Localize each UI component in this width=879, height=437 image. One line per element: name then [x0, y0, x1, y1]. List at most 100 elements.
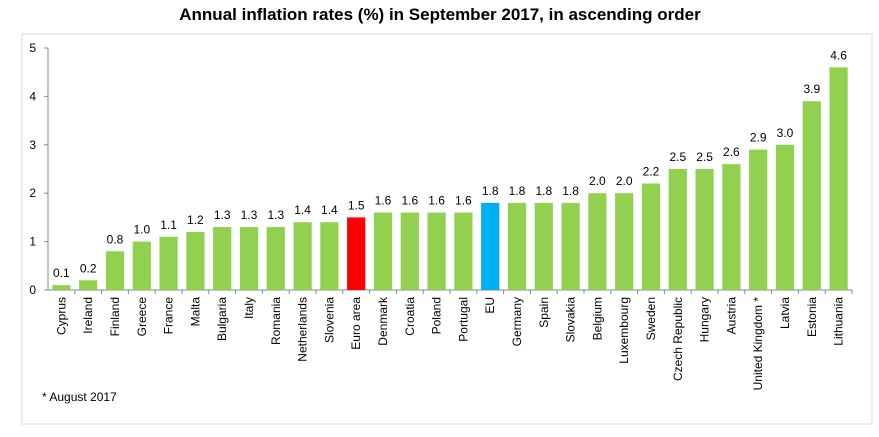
chart-frame	[21, 33, 873, 425]
bar	[52, 285, 71, 290]
value-label: 2.5	[696, 150, 713, 164]
bar	[320, 222, 339, 290]
value-label: 1.8	[509, 184, 526, 198]
x-tick-label: Czech Republic	[671, 297, 685, 381]
bar	[132, 241, 151, 290]
bar	[293, 222, 312, 290]
value-label: 1.8	[562, 184, 579, 198]
bar	[159, 236, 178, 290]
bar	[400, 212, 419, 290]
bar	[695, 169, 714, 290]
x-tick-label: Italy	[242, 297, 256, 319]
bar	[507, 202, 527, 290]
bar	[347, 217, 366, 290]
x-tick-label: Denmark	[376, 296, 390, 346]
value-label: 1.2	[187, 213, 204, 227]
bar	[722, 164, 741, 290]
x-tick-label: Estonia	[805, 297, 819, 337]
bar	[668, 169, 687, 290]
value-label: 1.3	[214, 208, 231, 222]
x-tick-label: Sweden	[644, 297, 658, 340]
x-tick-label: Hungary	[698, 297, 712, 342]
x-tick-label: Belgium	[590, 297, 604, 340]
value-label: 1.1	[160, 218, 177, 232]
x-tick-label: Poland	[430, 297, 444, 334]
y-tick-label: 2	[29, 186, 36, 200]
x-tick-label: Latvia	[778, 297, 792, 329]
bar	[749, 149, 768, 290]
bar	[775, 144, 795, 290]
x-tick-label: Bulgaria	[215, 297, 229, 341]
value-label: 2.2	[643, 165, 660, 179]
x-tick-label: France	[162, 297, 176, 335]
value-label: 1.4	[321, 203, 338, 217]
value-label: 0.1	[53, 266, 70, 280]
bar	[534, 202, 553, 290]
x-tick-label: Luxembourg	[617, 297, 631, 364]
x-tick-label: Ireland	[81, 297, 95, 334]
bar	[213, 227, 232, 290]
value-label: 1.6	[375, 194, 392, 208]
x-tick-label: Greece	[135, 297, 149, 337]
value-label: 0.8	[107, 232, 124, 246]
x-tick-label: Cyprus	[54, 297, 68, 335]
x-tick-label: Portugal	[456, 297, 470, 342]
value-label: 1.6	[455, 194, 472, 208]
value-label: 2.0	[616, 174, 633, 188]
value-label: 2.5	[669, 150, 686, 164]
x-tick-label: Spain	[537, 297, 551, 328]
y-tick-label: 4	[29, 89, 36, 103]
y-tick-label: 3	[29, 138, 36, 152]
x-tick-label: Netherlands	[296, 297, 310, 362]
value-label: 3.9	[803, 82, 820, 96]
value-label: 1.6	[401, 194, 418, 208]
bar	[802, 101, 821, 291]
bar	[641, 183, 661, 290]
x-tick-label: Malta	[188, 297, 202, 327]
x-tick-label: United Kingdom *	[751, 297, 765, 391]
bar	[588, 193, 607, 290]
value-label: 1.8	[482, 184, 499, 198]
value-label: 1.4	[294, 203, 311, 217]
bar	[266, 227, 285, 290]
value-label: 2.9	[750, 131, 767, 145]
bar	[105, 251, 125, 290]
bar	[79, 280, 98, 290]
x-tick-label: Austria	[724, 297, 738, 335]
x-tick-label: Slovenia	[322, 297, 336, 343]
value-label: 1.0	[133, 223, 150, 237]
bar	[239, 227, 259, 290]
x-tick-label: Finland	[108, 297, 122, 336]
value-label: 0.2	[80, 261, 97, 275]
x-tick-label: Slovakia	[564, 297, 578, 343]
bar	[454, 212, 473, 290]
x-tick-label: Germany	[510, 297, 524, 346]
bar	[427, 212, 446, 290]
y-tick-label: 5	[29, 41, 36, 55]
x-tick-label: Croatia	[403, 297, 417, 336]
value-label: 2.6	[723, 145, 740, 159]
value-label: 1.5	[348, 198, 365, 212]
bar	[373, 212, 393, 290]
x-tick-label: Romania	[269, 297, 283, 345]
x-tick-label: Lithuania	[832, 297, 846, 346]
bar	[615, 193, 634, 290]
x-tick-label: Euro area	[349, 297, 363, 350]
footnote: * August 2017	[42, 390, 117, 404]
value-label: 4.6	[830, 48, 847, 62]
chart-title: Annual inflation rates (%) in September …	[179, 5, 701, 24]
value-label: 1.3	[267, 208, 284, 222]
bar	[481, 202, 500, 290]
value-label: 1.8	[535, 184, 552, 198]
value-label: 3.0	[777, 126, 794, 140]
value-label: 2.0	[589, 174, 606, 188]
value-label: 1.3	[241, 208, 258, 222]
y-tick-label: 1	[29, 235, 36, 249]
value-label: 1.6	[428, 194, 445, 208]
bar	[186, 231, 205, 290]
bar	[561, 202, 580, 290]
x-tick-label: EU	[483, 297, 497, 314]
y-tick-label: 0	[29, 283, 36, 297]
bar	[829, 67, 848, 290]
